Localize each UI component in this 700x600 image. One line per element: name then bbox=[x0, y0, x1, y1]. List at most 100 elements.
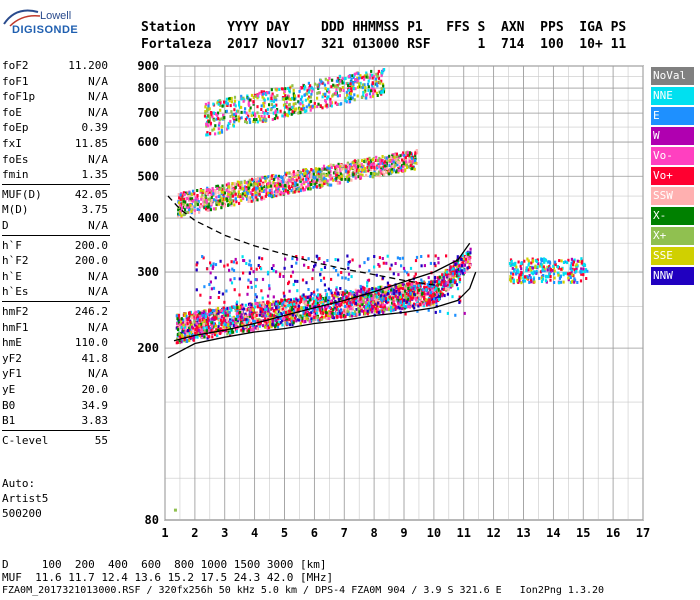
echo-spread bbox=[243, 259, 246, 263]
echo-second-hop bbox=[324, 181, 327, 185]
echo-third-hop bbox=[365, 75, 368, 79]
echo-spread-f bbox=[517, 281, 520, 284]
echo-third-hop bbox=[267, 97, 270, 101]
echo-spread bbox=[296, 279, 299, 283]
echo-second-hop bbox=[290, 173, 293, 177]
param-value: 1.35 bbox=[81, 168, 109, 182]
echo-second-hop bbox=[357, 165, 360, 169]
echo-third-hop bbox=[334, 91, 337, 95]
echo-third-hop bbox=[324, 100, 327, 104]
echo-spread bbox=[386, 281, 389, 285]
echo-second-hop bbox=[301, 177, 305, 181]
echo-f2 bbox=[401, 300, 405, 303]
echo-f2 bbox=[222, 318, 225, 322]
echo-f2 bbox=[431, 284, 434, 288]
param-value: N/A bbox=[88, 219, 108, 232]
param-fxi: fxI 11.85 bbox=[2, 136, 108, 151]
echo-f2 bbox=[275, 319, 278, 323]
echo-spread bbox=[266, 294, 270, 298]
echo-second-hop bbox=[339, 165, 342, 169]
echo-spread-f bbox=[527, 268, 530, 272]
echo-second-hop bbox=[363, 167, 367, 170]
echo-f2 bbox=[333, 306, 336, 310]
echo-f2 bbox=[391, 306, 394, 310]
echo-third-hop bbox=[214, 132, 217, 136]
echo-f2 bbox=[292, 321, 295, 325]
echo-f2 bbox=[183, 325, 187, 329]
echo-second-hop bbox=[297, 189, 300, 193]
echo-f2 bbox=[442, 275, 445, 279]
echo-third-hop bbox=[349, 92, 353, 96]
echo-second-hop bbox=[247, 183, 250, 187]
echo-f2 bbox=[378, 287, 381, 291]
echo-f2 bbox=[213, 315, 217, 319]
echo-f2 bbox=[404, 284, 407, 288]
echo-f2 bbox=[452, 270, 455, 273]
echo-f2 bbox=[399, 286, 402, 290]
echo-second-hop bbox=[196, 194, 199, 197]
param-label: foEs bbox=[2, 152, 29, 166]
echo-second-hop bbox=[330, 183, 333, 187]
echo-f2 bbox=[320, 315, 323, 319]
echo-f2 bbox=[292, 300, 295, 304]
echo-f2 bbox=[269, 302, 272, 305]
echo-second-hop bbox=[202, 198, 205, 201]
echo-spread bbox=[209, 296, 212, 299]
auto-label: Auto: bbox=[2, 477, 36, 490]
echo-f2 bbox=[284, 302, 287, 306]
echo-f2 bbox=[387, 307, 390, 311]
echo-second-hop bbox=[369, 174, 372, 178]
echo-f2 bbox=[392, 288, 395, 292]
echo-spread-f bbox=[585, 277, 588, 280]
echo-second-hop bbox=[221, 188, 224, 191]
echo-f2 bbox=[378, 301, 381, 305]
param-label: fmin bbox=[2, 168, 29, 182]
echo-f2 bbox=[269, 323, 272, 327]
echo-third-hop bbox=[376, 94, 379, 97]
echo-f2 bbox=[339, 315, 343, 319]
echo-spread-f bbox=[522, 279, 525, 283]
echo-f2 bbox=[407, 287, 410, 290]
echo-spread bbox=[282, 275, 285, 278]
echo-f2 bbox=[252, 312, 255, 316]
echo-f2 bbox=[331, 315, 334, 319]
echo-spread bbox=[235, 302, 238, 306]
echo-f2 bbox=[455, 270, 458, 274]
echo-third-hop bbox=[358, 85, 361, 89]
echo-f2 bbox=[186, 322, 189, 326]
echo-f2 bbox=[315, 313, 318, 317]
echo-third-hop bbox=[217, 123, 221, 127]
echo-spread bbox=[221, 292, 224, 296]
echo-spread-f bbox=[553, 276, 556, 280]
echo-f2 bbox=[217, 312, 220, 316]
echo-third-hop bbox=[349, 94, 352, 98]
echo-f2 bbox=[290, 308, 293, 312]
echo-spread bbox=[211, 266, 214, 270]
echo-third-hop bbox=[291, 105, 294, 109]
echo-f2 bbox=[376, 301, 380, 305]
echo-spread bbox=[349, 301, 352, 304]
param-value: 110.0 bbox=[74, 336, 108, 350]
echo-spread bbox=[195, 288, 198, 292]
echo-second-hop bbox=[259, 179, 262, 183]
echo-second-hop bbox=[393, 160, 396, 164]
echo-f2 bbox=[371, 308, 374, 312]
echo-f2 bbox=[313, 296, 316, 299]
echo-f2 bbox=[263, 321, 266, 325]
echo-spread bbox=[314, 302, 317, 306]
param-value: N/A bbox=[88, 152, 108, 166]
echo-f2 bbox=[314, 311, 317, 315]
echo-f2 bbox=[428, 298, 431, 302]
echo-spread bbox=[335, 288, 338, 292]
echo-second-hop bbox=[384, 164, 387, 168]
echo-third-hop bbox=[252, 100, 255, 104]
echo-f2 bbox=[205, 329, 208, 333]
echo-second-hop bbox=[320, 178, 323, 182]
echo-f2 bbox=[394, 307, 397, 311]
echo-spread bbox=[337, 273, 340, 277]
echo-spread bbox=[379, 297, 382, 301]
echo-f2 bbox=[459, 267, 462, 271]
echo-spread bbox=[451, 272, 454, 276]
echo-spread bbox=[313, 264, 316, 268]
echo-spread bbox=[414, 272, 417, 276]
